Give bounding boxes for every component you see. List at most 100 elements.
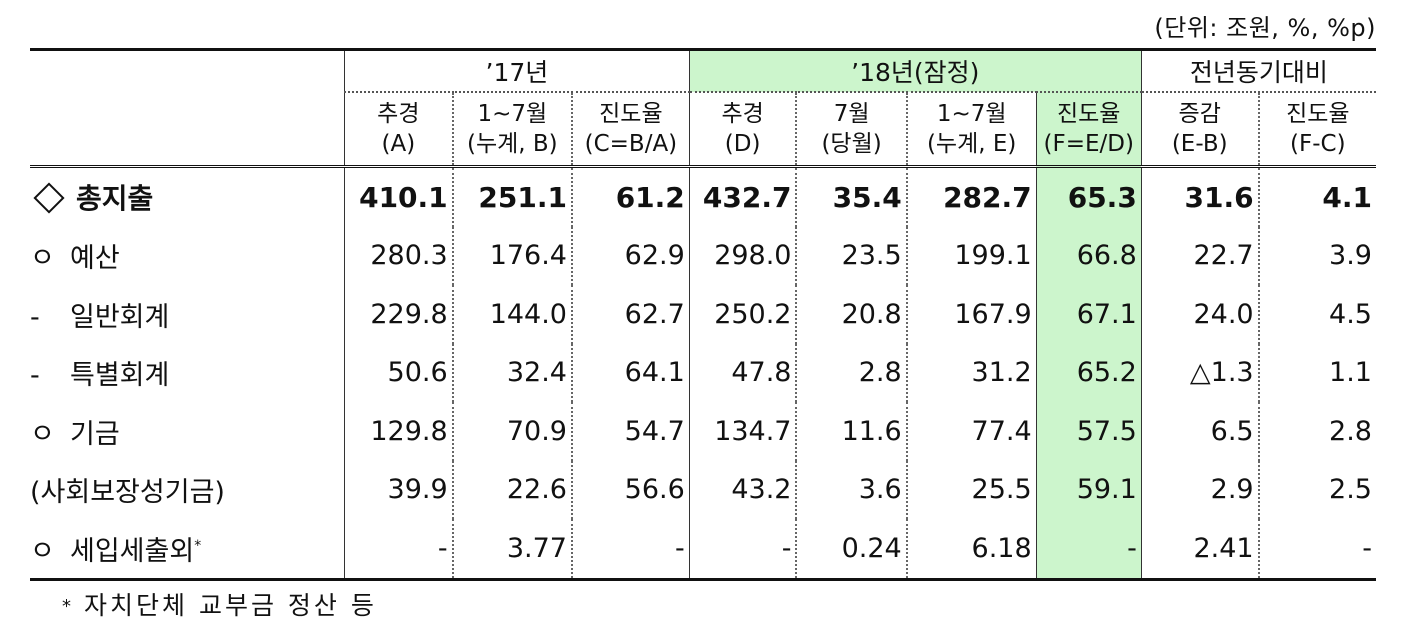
cell-value: 32.4 (451, 343, 572, 402)
cell-value: 144.0 (451, 285, 572, 344)
cell-highlight: 66.8 (1035, 226, 1142, 285)
cell-value: 250.2 (688, 285, 797, 344)
header-corner-sub (30, 92, 345, 168)
cell-value: 4.1 (1257, 166, 1376, 227)
cell-value: 2.5 (1257, 460, 1376, 519)
header-group-yoy: 전년동기대비 (1140, 48, 1376, 93)
cell-highlight: 65.2 (1035, 343, 1142, 402)
col-header: 추경 (D) (688, 92, 797, 168)
row-label: ㅇ 기금 (30, 402, 344, 461)
diamond-icon (33, 182, 65, 214)
cell-value: 23.5 (795, 226, 907, 285)
header-column-row: 추경 (A) 1~7월 (누계, B) 진도율 (C=B/A) 추경 (D) 7월 (당월… (30, 92, 1376, 168)
cell-value: 6.18 (905, 519, 1037, 581)
col-header: 1~7월 (누계, E) (905, 92, 1037, 168)
cell-value: - (570, 519, 690, 581)
row-label: ㅇ 예산 (30, 227, 344, 286)
header-corner (30, 48, 345, 92)
cell-value: 35.4 (795, 166, 907, 227)
cell-value: 1.1 (1257, 343, 1376, 402)
table-row: ㅇ 기금 129.8 70.9 54.7 134.7 11.6 77.4 57.5 6.5 2.8 (30, 402, 1376, 461)
cell-value: 410.1 (343, 166, 453, 227)
row-label-text: 특별회계 (70, 360, 170, 392)
table-row: ㅇ 예산 280.3 176.4 62.9 298.0 23.5 199.1 66.8 22.7 3… (30, 226, 1376, 286)
header-group-row: ’17년 ’18년(잠정) 전년동기대비 (30, 48, 1376, 93)
cell-value: 11.6 (795, 402, 907, 461)
col-header: 진도율 (C=B/A) (570, 92, 690, 168)
row-label-text: 총지출 (76, 182, 154, 216)
table-row: - 일반회계 229.8 144.0 62.7 250.2 20.8 167.9 67.1 24.… (30, 285, 1376, 344)
cell-value: 20.8 (795, 285, 907, 344)
cell-value: 298.0 (688, 226, 797, 285)
footnote-text: 자치단체 교부금 정산 등 (84, 591, 377, 620)
cell-highlight: 59.1 (1035, 460, 1142, 519)
cell-value: 134.7 (688, 402, 797, 461)
row-label-text: 예산 (70, 243, 120, 275)
cell-value: 3.6 (795, 460, 907, 519)
cell-value: 2.9 (1140, 460, 1259, 519)
table-row: 총지출 410.1 251.1 61.2 432.7 35.4 282.7 65.3 31.6 4… (30, 166, 1376, 227)
cell-value: 39.9 (343, 460, 453, 519)
cell-highlight: 65.3 (1035, 166, 1142, 227)
row-marker: ㅇ (30, 243, 55, 275)
cell-value: - (688, 519, 797, 581)
cell-value: 6.5 (1140, 402, 1259, 461)
cell-value: - (1257, 519, 1376, 581)
row-marker: - (30, 360, 40, 392)
cell-value: 129.8 (343, 402, 453, 461)
cell-value: 25.5 (905, 460, 1037, 519)
row-marker: ㅇ (30, 418, 55, 450)
cell-value: 62.9 (570, 226, 690, 285)
table-row: (사회보장성기금) 39.9 22.6 56.6 43.2 3.6 25.5 59.1 2.9 2… (30, 460, 1376, 520)
row-label: (사회보장성기금) (30, 461, 344, 520)
cell-value: 22.7 (1140, 226, 1259, 285)
expenditure-table: ’17년 ’18년(잠정) 전년동기대비 추경 (A) 1~7월 (누계, B) 진… (30, 48, 1376, 581)
row-label: - 특별회계 (30, 344, 344, 403)
cell-value: 77.4 (905, 402, 1037, 461)
cell-value: 2.41 (1140, 519, 1259, 581)
cell-value: 56.6 (570, 460, 690, 519)
cell-value: △1.3 (1140, 343, 1259, 402)
col-header: 추경 (A) (343, 92, 453, 168)
col-header: 7월 (당월) (795, 92, 907, 168)
cell-value: 31.6 (1140, 166, 1259, 227)
cell-value: 43.2 (688, 460, 797, 519)
row-label: 총지출 (30, 167, 344, 227)
cell-value: 22.6 (451, 460, 572, 519)
row-marker: ㅇ (30, 535, 55, 567)
cell-highlight: - (1035, 519, 1142, 581)
cell-value: 4.5 (1257, 285, 1376, 344)
table-row: - 특별회계 50.6 32.4 64.1 47.8 2.8 31.2 65.2 △1.3 1.1 (30, 343, 1376, 403)
cell-value: 280.3 (343, 226, 453, 285)
cell-value: 70.9 (451, 402, 572, 461)
row-label-text: 세입세출외 (70, 535, 195, 567)
cell-value: 54.7 (570, 402, 690, 461)
footnote: * 자치단체 교부금 정산 등 (62, 586, 377, 622)
cell-value: 3.9 (1257, 226, 1376, 285)
cell-value: 62.7 (570, 285, 690, 344)
col-header: 진도율 (F-C) (1257, 92, 1376, 168)
cell-value: 31.2 (905, 343, 1037, 402)
cell-highlight: 57.5 (1035, 402, 1142, 461)
footnote-ref: * (194, 537, 202, 554)
cell-value: 24.0 (1140, 285, 1259, 344)
cell-value: 47.8 (688, 343, 797, 402)
col-header: 1~7월 (누계, B) (451, 92, 572, 168)
row-marker: - (30, 301, 40, 333)
cell-value: 2.8 (1257, 402, 1376, 461)
row-label: ㅇ 세입세출외* (30, 519, 345, 581)
col-header: 증감 (E-B) (1140, 92, 1259, 168)
cell-value: 432.7 (688, 166, 797, 227)
col-header-highlight: 진도율 (F=E/D) (1035, 92, 1142, 168)
cell-value: - (343, 519, 453, 581)
cell-highlight: 67.1 (1035, 285, 1142, 344)
cell-value: 50.6 (343, 343, 453, 402)
table-row: ㅇ 세입세출외* -3.77- -0.24 6.18-2.41- (30, 519, 1376, 581)
cell-value: 3.77 (451, 519, 572, 581)
cell-value: 229.8 (343, 285, 453, 344)
cell-value: 282.7 (905, 166, 1037, 227)
row-label: - 일반회계 (30, 285, 344, 344)
cell-value: 199.1 (905, 226, 1037, 285)
unit-note: (단위: 조원, %, %p) (1154, 14, 1376, 42)
cell-value: 251.1 (451, 166, 572, 227)
